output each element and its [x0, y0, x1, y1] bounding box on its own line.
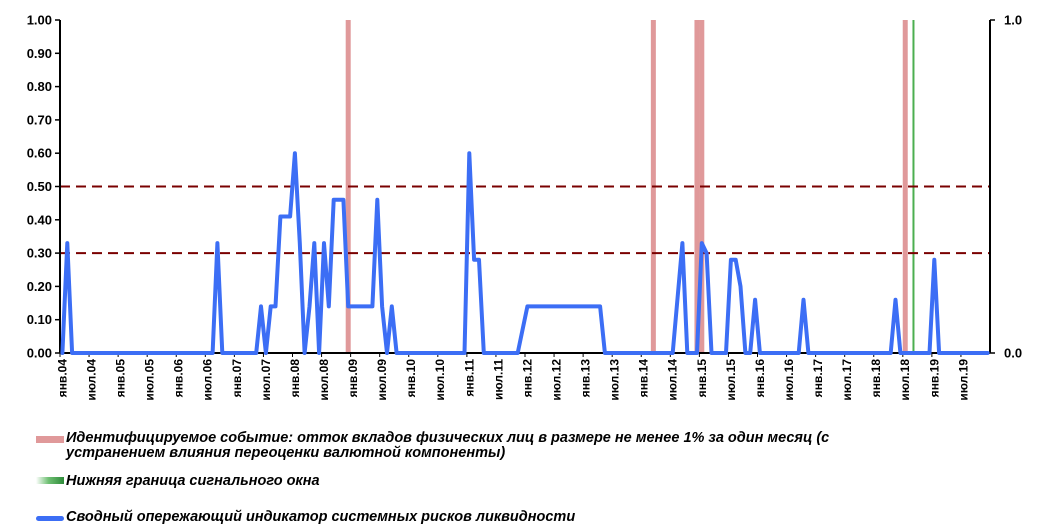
x-tick-label: янв.08 — [288, 359, 302, 398]
y-tick-label: 0.80 — [27, 79, 52, 94]
event-bar — [694, 20, 700, 353]
legend-event: Идентифицируемое событие: отток вкладов … — [66, 431, 1036, 461]
x-tick-label: янв.07 — [230, 359, 244, 398]
x-tick-label: янв.06 — [172, 359, 186, 398]
y-tick-label: 0.00 — [27, 346, 52, 361]
x-tick-label: янв.11 — [462, 359, 476, 397]
x-tick-label: июл.12 — [549, 359, 563, 401]
legend-event-swatch — [36, 436, 64, 443]
y-tick-label: 0.40 — [27, 212, 52, 227]
x-tick-label: июл.14 — [666, 359, 680, 401]
y-tick-label: 0.70 — [27, 112, 52, 127]
y-tick-label: 0.50 — [27, 179, 52, 194]
legend-indicator-label: Сводный опережающий индикатор системных … — [66, 509, 576, 525]
legend-event-line2: устранением влияния переоценки валютной … — [66, 445, 506, 461]
x-tick-label: июл.08 — [317, 359, 331, 401]
legend-lower-swatch — [36, 477, 64, 484]
x-tick-label: янв.05 — [114, 359, 128, 398]
x-ticks: янв.04 июл.04 янв.05 июл.05 янв.06 июл.06 янв.… — [55, 353, 970, 401]
x-tick-label: июл.07 — [259, 359, 273, 401]
x-tick-label: июл.18 — [898, 359, 912, 401]
legend-event-line1: Идентифицируемое событие: отток вкладов … — [66, 430, 830, 446]
x-tick-label: июл.19 — [956, 359, 970, 401]
x-tick-label: июл.06 — [201, 359, 215, 401]
y-right-tick-label: 0.0 — [1004, 346, 1022, 361]
y-tick-label: 0.20 — [27, 279, 52, 294]
x-tick-label: янв.13 — [579, 359, 593, 398]
event-bar — [902, 20, 908, 353]
x-tick-label: янв.19 — [927, 359, 941, 398]
x-tick-label: янв.16 — [753, 359, 767, 398]
x-tick-label: июл.04 — [84, 359, 98, 401]
x-tick-label: янв.12 — [520, 359, 534, 398]
legend-indicator-swatch — [36, 516, 64, 521]
x-tick-label: янв.04 — [55, 359, 69, 398]
y-tick-label: 0.60 — [27, 146, 52, 161]
x-tick-label: июл.09 — [375, 359, 389, 401]
x-tick-label: янв.15 — [695, 359, 709, 398]
x-tick-label: июл.05 — [143, 359, 157, 401]
x-tick-label: июл.17 — [840, 359, 854, 401]
threshold-lines — [60, 185, 990, 255]
legend-lower-label: Нижняя граница сигнального окна — [66, 473, 320, 489]
x-tick-label: июл.13 — [608, 359, 622, 401]
series — [60, 151, 990, 355]
x-tick-label: янв.10 — [404, 359, 418, 398]
x-tick-label: янв.14 — [637, 359, 651, 398]
x-tick-label: июл.10 — [433, 359, 447, 401]
y-tick-label: 0.10 — [27, 312, 52, 327]
x-tick-label: июл.16 — [782, 359, 796, 401]
y-ticks: 0.00 0.10 0.20 0.30 0.40 0.50 0.60 0.70 0.80 0.90… — [27, 13, 1022, 361]
x-tick-label: июл.11 — [491, 359, 505, 400]
y-tick-label: 1.00 — [27, 13, 52, 28]
indicator-line — [60, 151, 990, 355]
y-tick-label: 0.90 — [27, 46, 52, 61]
y-right-tick-label: 1.0 — [1004, 13, 1022, 28]
y-tick-label: 0.30 — [27, 246, 52, 261]
x-tick-label: янв.09 — [346, 359, 360, 398]
legend-indicator: Сводный опережающий индикатор системных … — [66, 510, 575, 525]
legend-lower: Нижняя граница сигнального окна — [66, 474, 320, 489]
x-tick-label: янв.18 — [869, 359, 883, 398]
x-tick-label: янв.17 — [811, 359, 825, 398]
x-tick-label: июл.15 — [724, 359, 738, 401]
